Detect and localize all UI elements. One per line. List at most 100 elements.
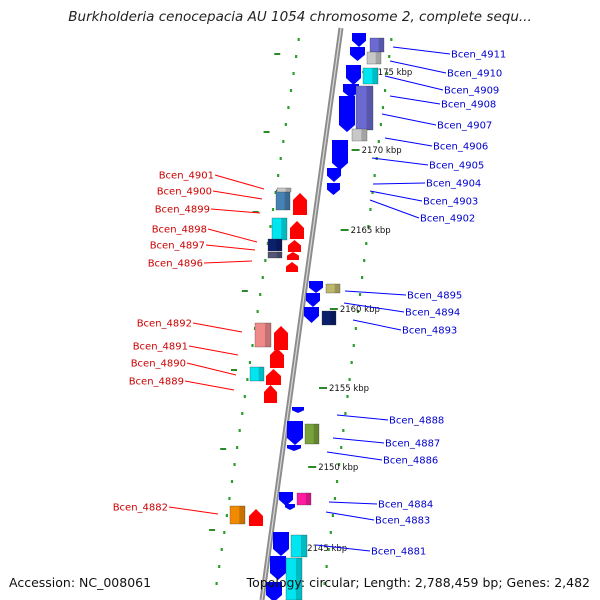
gene-label-right: Bcen_4887 — [385, 439, 440, 450]
guide-dot — [292, 72, 295, 75]
leader-line — [389, 60, 447, 74]
gene-box-shade — [300, 535, 307, 557]
guide-dot — [340, 446, 343, 449]
gene-arrow — [273, 532, 289, 556]
guide-dot — [379, 123, 382, 126]
gene-box-shade — [285, 188, 291, 192]
gene-box — [249, 366, 265, 382]
guide-dot — [246, 378, 249, 381]
gene-box — [267, 251, 283, 259]
guide-dot — [282, 140, 285, 143]
leader-line — [389, 95, 441, 105]
leader-line — [344, 290, 407, 296]
guide-dot — [335, 480, 339, 483]
gene-arrow — [287, 421, 303, 445]
gene-label-left: Bcen_4889 — [129, 377, 184, 388]
gene-label-left: Bcen_4900 — [157, 187, 212, 198]
label-leaders — [168, 46, 451, 552]
gene-labels: Bcen_4911 Bcen_4910 Bcen_4909 Bcen_4908 Bcen… — [113, 50, 507, 558]
guide-dot — [264, 259, 267, 262]
gene-label-right: Bcen_4894 — [405, 308, 460, 319]
gene-box — [229, 505, 246, 525]
leader-line — [210, 208, 261, 214]
guide-dot — [269, 225, 272, 228]
guide-dot — [325, 565, 328, 568]
guide-dot — [297, 38, 300, 41]
gene-arrow — [339, 96, 355, 132]
gene-label-right: Bcen_4903 — [423, 197, 478, 208]
accession-text: Accession: NC_008061 — [9, 575, 152, 590]
gene-arrow — [352, 33, 366, 47]
leader-line — [184, 380, 235, 391]
gene-label-right: Bcen_4883 — [375, 516, 430, 527]
guide-dot — [350, 361, 353, 364]
guide-dot — [338, 463, 341, 466]
gene-label-right: Bcen_4908 — [441, 100, 496, 111]
guide-dot — [388, 55, 391, 58]
gene-box — [362, 67, 379, 85]
gene-box-shade — [276, 239, 282, 251]
gene-arrow — [309, 281, 323, 293]
gene-arrow — [332, 140, 348, 170]
gene-label-left: Bcen_4891 — [133, 342, 188, 353]
leader-line — [381, 113, 437, 126]
gene-label-right: Bcen_4902 — [420, 214, 475, 225]
guide-dot — [346, 395, 349, 398]
gene-arrow — [270, 556, 286, 580]
gene-arrow — [304, 307, 319, 323]
gene-box-shade — [313, 424, 319, 444]
gene-arrow — [249, 509, 263, 526]
gene-arrow — [292, 407, 304, 413]
gene-arrow — [274, 326, 288, 350]
tick-label: 2155 kbp — [329, 384, 369, 394]
gene-box-shade — [284, 190, 290, 210]
leader-line — [392, 46, 451, 55]
guide-dot — [238, 429, 241, 432]
guide-dot — [284, 123, 287, 126]
gene-arrow — [346, 65, 361, 85]
guide-dot — [381, 106, 385, 109]
guide-dot — [363, 259, 366, 262]
gene-arrow — [293, 193, 307, 215]
guide-dot — [287, 106, 290, 109]
gene-arrow — [287, 445, 301, 451]
leader-line — [328, 501, 378, 505]
leader-line — [186, 362, 237, 376]
leader-line — [192, 322, 243, 333]
gene-box — [351, 128, 368, 142]
guide-dot — [358, 293, 362, 296]
gene-label-left: Bcen_4899 — [155, 205, 210, 216]
gene-label-right: Bcen_4888 — [389, 416, 444, 427]
gene-arrow — [264, 385, 277, 403]
tick-label: 2175 kbp — [372, 68, 412, 78]
gene-label-right: Bcen_4893 — [402, 326, 457, 337]
guide-dot — [354, 327, 357, 330]
leader-line — [372, 182, 426, 185]
gene-box — [276, 187, 292, 193]
guide-dot — [390, 38, 393, 41]
gene-box-shade — [375, 52, 381, 64]
gene-box-shade — [258, 367, 264, 381]
tick-label: 2165 kbp — [351, 226, 391, 236]
leader-line — [168, 506, 219, 515]
gene-label-left: Bcen_4897 — [150, 241, 205, 252]
leader-line — [207, 228, 258, 243]
guide-dot — [352, 344, 355, 347]
guide-dot — [289, 89, 293, 92]
gene-box-shade — [276, 252, 282, 258]
gene-box — [321, 310, 337, 326]
gene-arrow — [288, 240, 301, 252]
guide-dot — [251, 344, 254, 347]
tick-label: 2170 kbp — [362, 146, 402, 156]
guide-dot — [225, 514, 228, 517]
guide-dot — [248, 361, 252, 364]
guide-dot — [218, 565, 221, 568]
gene-arrow — [287, 252, 299, 260]
guide-dot — [295, 55, 298, 58]
gene-box-shade — [366, 86, 373, 130]
guide-dot — [261, 276, 264, 279]
gene-box-shade — [330, 311, 336, 325]
guide-dot — [327, 548, 330, 551]
guide-dot — [373, 174, 376, 177]
gene-label-left: Bcen_4882 — [113, 503, 168, 514]
